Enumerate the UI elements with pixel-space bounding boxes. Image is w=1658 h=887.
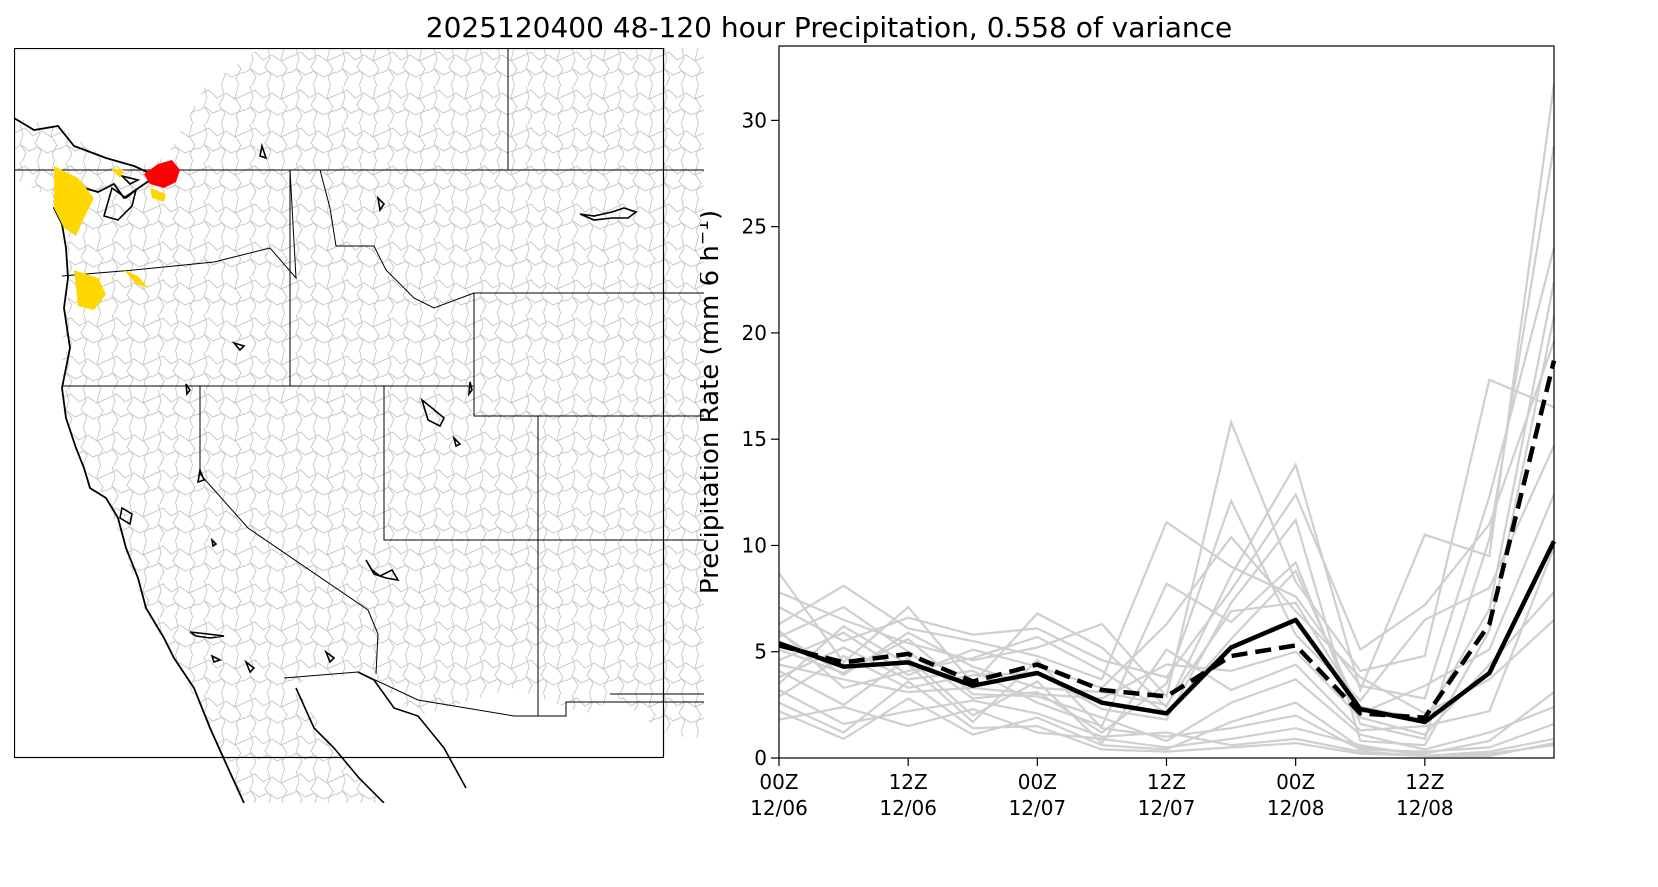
- x-tick-label-date: 12/07: [1138, 796, 1196, 820]
- basin-highlight-yellow-1: [54, 166, 94, 236]
- ensemble-member-line-6: [778, 315, 1556, 747]
- median-series-line: [778, 360, 1557, 720]
- ensemble-member-line-18: [778, 680, 1555, 758]
- coastline: [13, 117, 245, 804]
- ensemble-member-line-1: [778, 84, 1556, 709]
- basin-highlight-yellow-4: [150, 188, 166, 202]
- x-tick-label-time: 00Z: [1018, 770, 1057, 794]
- lakes-islands: [103, 142, 638, 674]
- x-tick-label-time: 12Z: [1147, 770, 1186, 794]
- basin-highlight-red: [144, 160, 180, 188]
- ensemble-member-line-7: [778, 547, 1556, 745]
- y-tick-label: 5: [754, 640, 767, 664]
- ensemble-member-line-4: [778, 145, 1556, 741]
- ensemble-member-line-17: [778, 281, 1556, 721]
- western-us-basin-map: [13, 47, 704, 804]
- x-axis-ticks: 00Z12/0612Z12/0600Z12/0712Z12/0700Z12/08…: [750, 758, 1454, 820]
- ensemble-member-line-10: [778, 535, 1555, 715]
- x-tick-label-date: 12/06: [879, 796, 937, 820]
- y-axis-label: Precipitation Rate (mm 6 h−1): [700, 210, 725, 594]
- y-tick-label: 10: [742, 533, 767, 557]
- basin-highlight-yellow-5: [110, 168, 124, 178]
- y-axis-ticks: 0 5 10 15 20 25 30: [742, 108, 779, 770]
- x-tick-label-date: 12/07: [1009, 796, 1067, 820]
- baja-coast: [295, 687, 385, 804]
- basin-highlight-yellow-3: [124, 270, 148, 288]
- map-panel: [13, 47, 704, 804]
- y-tick-label: 25: [742, 215, 767, 239]
- page-title: 2025120400 48-120 hour Precipitation, 0.…: [425, 11, 1233, 44]
- highlighted-basins: [54, 160, 180, 310]
- map-frame: [13, 47, 665, 759]
- x-tick-label-time: 00Z: [1276, 770, 1315, 794]
- mean-series-line: [778, 540, 1557, 725]
- x-tick-label-date: 12/08: [1267, 796, 1325, 820]
- chart-panel: 0 5 10 15 20 25 30 00Z 12/06 12Z 12/06 00Z 12/07 12Z…: [693, 40, 1658, 883]
- x-tick-label-time: 12Z: [1405, 770, 1444, 794]
- y-tick-label: 20: [742, 321, 767, 345]
- ensemble-member-line-2: [778, 378, 1555, 699]
- basin-highlight-yellow-2: [74, 270, 106, 310]
- y-tick-label: 15: [742, 427, 767, 451]
- ensemble-member-line-15: [778, 591, 1555, 736]
- ensemble-member-line-9: [778, 691, 1555, 755]
- x-tick-label-date: 12/08: [1396, 796, 1454, 820]
- summary-lines: [778, 360, 1557, 725]
- ensemble-member-line-14: [778, 341, 1556, 679]
- x-tick-label-time: 00Z: [759, 770, 798, 794]
- x-tick-label-date: 12/06: [750, 796, 808, 820]
- ensemble-member-line-3: [778, 247, 1556, 700]
- y-tick-label: 0: [754, 746, 767, 770]
- ensemble-lines: [778, 84, 1556, 758]
- x-tick-label-time: 12Z: [889, 770, 928, 794]
- state-borders: [14, 48, 704, 717]
- ensemble-member-line-12: [778, 637, 1555, 751]
- y-tick-label: 30: [742, 108, 767, 132]
